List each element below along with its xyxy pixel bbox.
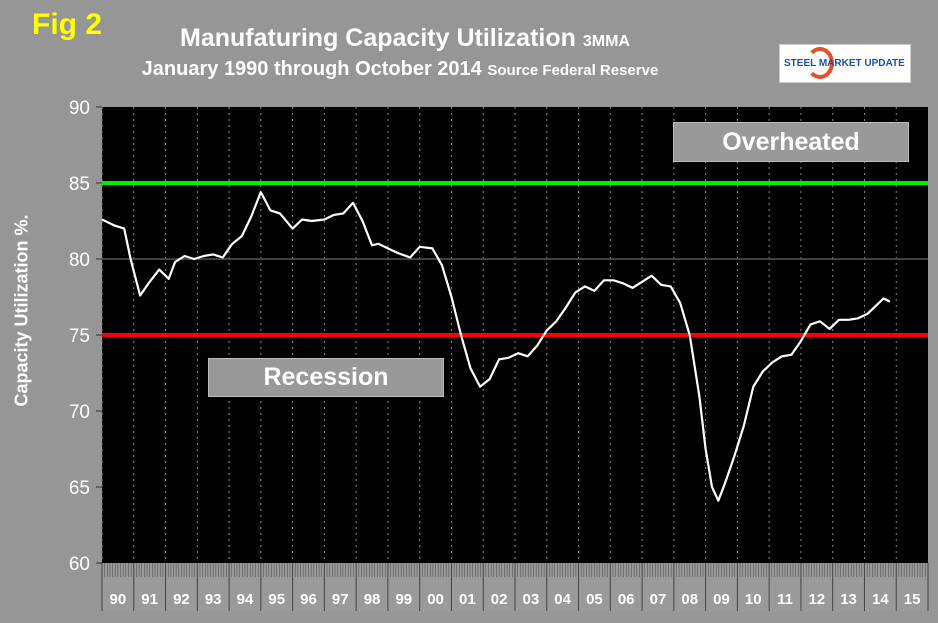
y-tick-label: 65 (69, 478, 90, 499)
x-tick-label: 14 (872, 591, 889, 608)
title-suffix: 3MMA (582, 33, 630, 50)
x-tick-label: 07 (650, 591, 667, 608)
x-tick-label: 98 (364, 591, 381, 608)
x-tick-label: 09 (713, 591, 730, 608)
x-tick-label: 97 (332, 591, 349, 608)
x-tick-label: 15 (904, 591, 921, 608)
recession-label: Recession (208, 358, 444, 397)
x-tick-label: 08 (681, 591, 698, 608)
x-tick-label: 06 (618, 591, 635, 608)
x-tick-label: 95 (268, 591, 285, 608)
y-tick-label: 70 (69, 402, 90, 423)
x-tick-label: 10 (745, 591, 762, 608)
x-tick-label: 96 (300, 591, 317, 608)
x-tick-label: 93 (205, 591, 222, 608)
x-tick-label: 03 (523, 591, 540, 608)
x-tick-label: 01 (459, 591, 476, 608)
x-tick-label: 99 (395, 591, 412, 608)
x-tick-label: 13 (840, 591, 857, 608)
x-tick-label: 05 (586, 591, 603, 608)
logo-text: STEEL MARKET UPDATE (784, 58, 905, 69)
logo-ring-icon (806, 47, 834, 79)
x-tick-label: 02 (491, 591, 508, 608)
x-tick-label: 92 (173, 591, 190, 608)
x-tick-label: 12 (808, 591, 825, 608)
y-tick-label: 80 (69, 250, 90, 271)
chart-subtitle: January 1990 through October 2014 Source… (0, 58, 810, 81)
y-tick-label: 60 (69, 554, 90, 575)
title-main: Manufaturing Capacity Utilization (180, 24, 576, 52)
x-tick-label: 91 (141, 591, 158, 608)
steel-market-update-logo: STEEL MARKET UPDATE (779, 44, 911, 83)
y-tick-label: 75 (69, 326, 90, 347)
x-tick-label: 00 (427, 591, 444, 608)
capacity-utilization-line (101, 191, 891, 502)
overheated-label: Overheated (673, 122, 909, 162)
subtitle-source: Source Federal Reserve (487, 62, 659, 79)
y-tick-label: 90 (69, 98, 90, 119)
y-tick-label: 85 (69, 174, 90, 195)
x-tick-label: 90 (110, 591, 127, 608)
x-tick-label: 04 (554, 591, 571, 608)
chart-title: Manufaturing Capacity Utilization 3MMA (0, 24, 815, 53)
x-tick-label: 11 (777, 591, 793, 608)
subtitle-main: January 1990 through October 2014 (141, 58, 482, 80)
figure-label: Fig 2 (32, 8, 103, 41)
x-tick-label: 94 (237, 591, 254, 608)
